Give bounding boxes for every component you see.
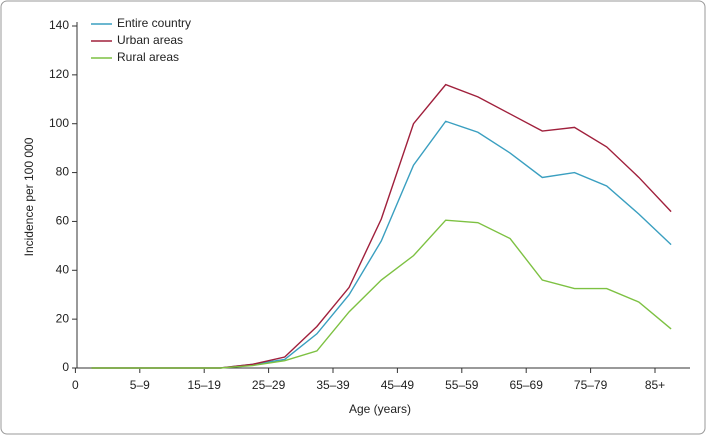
legend-label: Rural areas [117,50,179,64]
y-tick-label: 140 [49,18,69,32]
series-line [91,120,672,369]
x-tick-label: 75–79 [574,378,608,392]
y-tick-label: 120 [49,67,69,81]
legend-label: Urban areas [117,33,183,47]
legend-label: Entire country [117,16,191,30]
x-tick-label: 45–49 [381,378,415,392]
y-tick-label: 20 [56,311,70,325]
x-tick-label: 35–39 [316,378,350,392]
y-tick-label: 80 [56,165,70,179]
x-axis-label: Age (years) [349,402,411,416]
y-tick-label: 0 [62,360,69,374]
x-tick-label: 65–69 [510,378,544,392]
x-tick-label: 85+ [645,378,665,392]
y-tick-label: 100 [49,116,69,130]
x-tick-label: 15–19 [188,378,222,392]
series-line [91,219,672,369]
x-tick-label: 25–29 [252,378,286,392]
y-axis-label: Incidence per 100 000 [22,137,36,256]
y-tick-label: 60 [56,214,70,228]
series-line [91,83,672,369]
x-tick-label: 55–59 [445,378,479,392]
x-tick-label: 0 [72,378,79,392]
x-tick-label: 5–9 [130,378,150,392]
y-tick-label: 40 [56,262,70,276]
